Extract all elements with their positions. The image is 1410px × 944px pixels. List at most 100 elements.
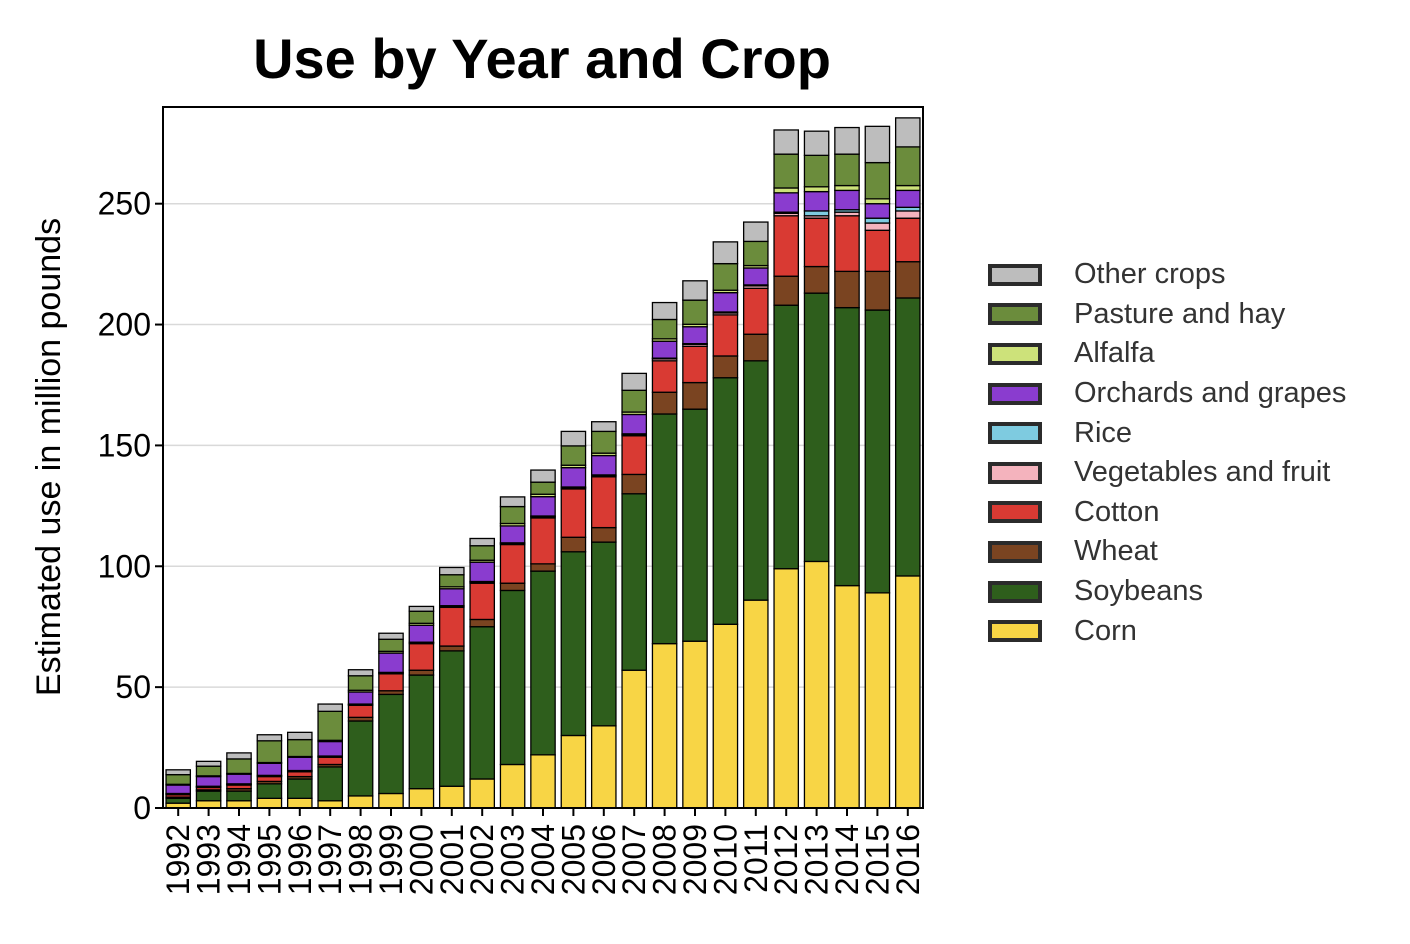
bar-segment	[438, 566, 465, 576]
legend-item: Cotton	[988, 493, 1346, 533]
bar-segment	[590, 421, 617, 433]
bar-segment	[438, 606, 465, 647]
legend-swatch	[988, 461, 1042, 484]
bar-segment	[317, 766, 344, 802]
bar-segment	[408, 669, 435, 676]
x-tick-label: 2002	[464, 824, 500, 895]
bar-segment	[864, 309, 891, 594]
y-tick-label: 150	[98, 427, 151, 463]
bar-segment	[894, 210, 921, 219]
bar-segment	[682, 345, 708, 384]
bar-segment	[499, 525, 526, 544]
bar-segment	[712, 291, 739, 313]
x-tick-label: 2015	[859, 824, 895, 895]
bar-segment	[621, 669, 648, 809]
bar-segment	[773, 304, 800, 570]
bar-segment	[773, 187, 800, 194]
bar-segment	[803, 186, 830, 193]
bar-segment	[408, 674, 435, 790]
bar-segment	[438, 645, 465, 652]
bar-segment	[378, 632, 404, 640]
bar-segment	[317, 800, 344, 809]
bar-segment	[408, 605, 435, 612]
bar-segment	[347, 669, 374, 677]
bar-segment	[651, 340, 678, 359]
bar-segment	[773, 568, 800, 809]
bar-segment	[773, 275, 800, 306]
bar-segment	[530, 496, 556, 517]
bar-segment	[773, 153, 800, 189]
x-tick-label: 2003	[495, 824, 531, 895]
bar-segment	[378, 652, 404, 674]
bar-segment	[864, 270, 891, 311]
bar-segment	[894, 189, 921, 208]
legend-label: Rice	[1074, 416, 1133, 449]
y-axis-label: Estimated use in million pounds	[30, 218, 68, 696]
bar-segment	[894, 261, 921, 299]
bar-segment	[286, 778, 313, 799]
legend-label: Cotton	[1074, 495, 1160, 528]
bar-segment	[742, 240, 769, 267]
bar-segment	[317, 756, 344, 766]
x-tick-label: 1995	[251, 824, 287, 895]
bar-segment	[803, 217, 830, 268]
bar-segment	[317, 710, 344, 741]
bar-segment	[347, 704, 374, 719]
legend-item: Rice	[988, 413, 1346, 453]
x-tick-label: 2013	[799, 824, 835, 895]
y-tick-label: 200	[98, 307, 151, 343]
x-axis-ticks: 1992199319941995199619971998199920002001…	[160, 808, 926, 895]
bar-segment	[864, 592, 891, 809]
x-tick-label: 2010	[707, 824, 743, 895]
bar-segment	[165, 784, 192, 795]
bar-segment	[621, 389, 648, 413]
bar-segment	[894, 146, 921, 187]
bar-segment	[834, 184, 860, 192]
x-tick-label: 2000	[403, 824, 439, 895]
x-tick-label: 1999	[373, 824, 409, 895]
bar-segment	[712, 314, 739, 357]
bar-segment	[712, 241, 739, 265]
x-tick-label: 1998	[343, 824, 379, 895]
bar-segment	[438, 574, 465, 588]
bar-segment	[894, 575, 921, 809]
bar-segment	[621, 493, 648, 671]
bar-segment	[864, 161, 891, 200]
bar-segment	[742, 333, 769, 362]
bar-segment	[469, 545, 496, 561]
legend-item: Pasture and hay	[988, 295, 1346, 335]
x-tick-label: 1992	[160, 824, 196, 895]
bar-segment	[803, 190, 830, 212]
bar-segment	[712, 623, 739, 809]
legend-label: Orchards and grapes	[1074, 377, 1347, 410]
bars	[165, 117, 921, 809]
bar-segment	[803, 130, 830, 156]
bar-segment	[894, 117, 921, 148]
bar-segment	[864, 203, 891, 219]
bar-segment	[803, 154, 830, 188]
bar-segment	[651, 360, 678, 393]
bar-segment	[682, 299, 708, 325]
bar-segment	[226, 752, 252, 760]
bar-segment	[256, 740, 283, 764]
bar-segment	[560, 430, 587, 447]
bar-segment	[651, 318, 678, 340]
y-axis-ticks: 0 50 100 150 200 250	[98, 186, 163, 826]
legend-swatch	[988, 540, 1042, 563]
bar-segment	[378, 693, 404, 795]
bar-segment	[590, 725, 617, 809]
bar-segment	[469, 626, 496, 780]
x-tick-label: 1996	[282, 824, 318, 895]
bar-segment	[499, 763, 526, 809]
x-tick-label: 2011	[738, 824, 774, 893]
x-tick-label: 2012	[768, 824, 804, 895]
x-tick-label: 2014	[829, 824, 865, 895]
bar-segment	[165, 797, 192, 804]
bar-segment	[864, 125, 891, 164]
bar-segment	[590, 541, 617, 727]
bar-segment	[894, 217, 921, 263]
legend-label: Soybeans	[1074, 575, 1203, 608]
legend-swatch	[988, 501, 1042, 524]
bar-segment	[226, 800, 252, 809]
